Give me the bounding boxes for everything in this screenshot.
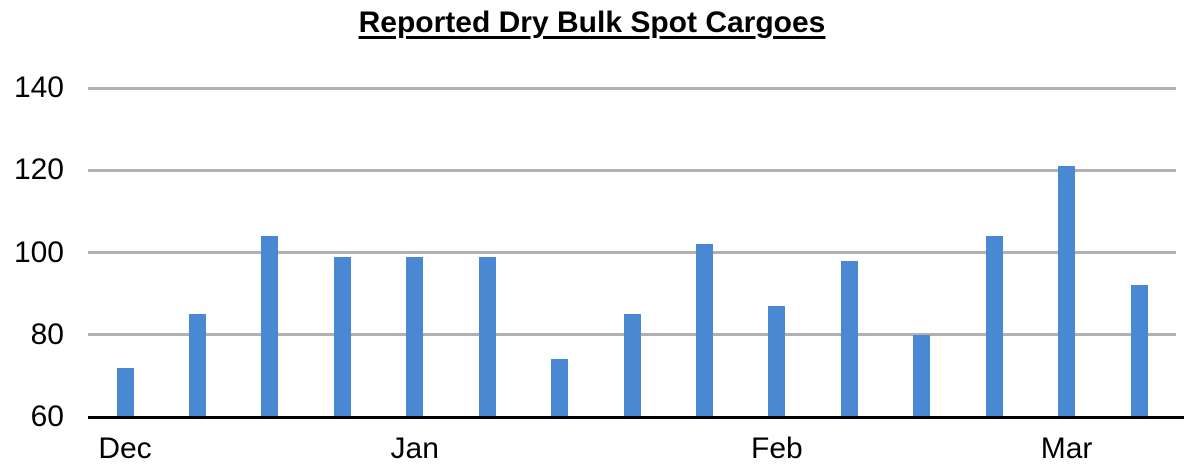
y-tick-label-100: 100: [13, 235, 64, 269]
y-tick-label-120: 120: [13, 153, 64, 187]
bar-12: [913, 334, 931, 419]
bar-4: [333, 256, 351, 419]
gridline-y-100: [88, 251, 1176, 254]
bar-9: [695, 244, 713, 419]
x-axis-line: [88, 415, 1184, 419]
x-tick-label-dec: Dec: [98, 432, 152, 465]
bar-3: [261, 236, 279, 419]
bar-2: [188, 314, 206, 419]
y-tick-label-80: 80: [30, 317, 64, 351]
y-tick-label-60: 60: [30, 400, 64, 433]
x-tick-label-mar: Mar: [1040, 432, 1093, 465]
bar-6: [478, 256, 496, 419]
bar-14: [1058, 166, 1076, 419]
bar-7: [551, 359, 569, 419]
x-tick-label-jan: Jan: [390, 432, 439, 465]
bar-15: [1130, 285, 1148, 419]
y-tick-label-140: 140: [13, 71, 64, 104]
gridline-y-120: [88, 168, 1176, 172]
gridline-y-140: [88, 86, 1176, 90]
bar-8: [623, 314, 641, 419]
bar-10: [768, 305, 786, 419]
bar-13: [985, 236, 1003, 419]
x-tick-label-feb: Feb: [751, 432, 803, 465]
bar-5: [406, 256, 424, 419]
bar-11: [840, 260, 858, 419]
bar-1: [116, 367, 134, 419]
chart-title: Reported Dry Bulk Spot Cargoes: [358, 6, 826, 39]
